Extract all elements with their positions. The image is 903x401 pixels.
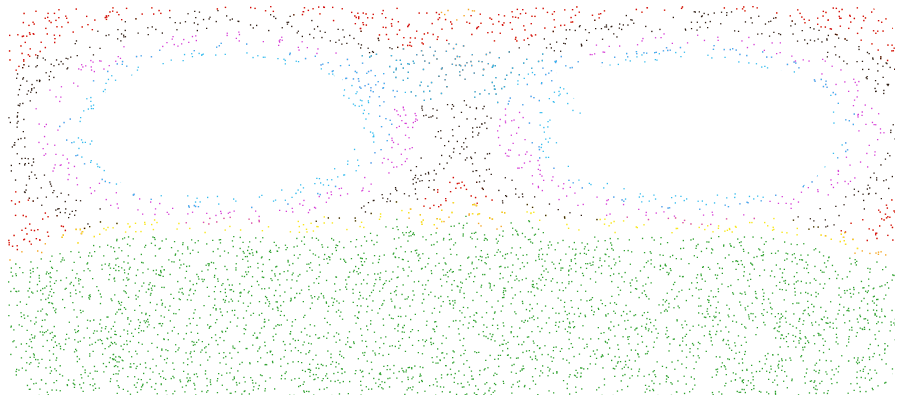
left-island-hole (94, 66, 346, 195)
right-island-hole (555, 64, 833, 195)
green-chaotic-sea (8, 215, 895, 395)
yellow-islands (61, 201, 859, 250)
empty-islands (94, 64, 833, 195)
